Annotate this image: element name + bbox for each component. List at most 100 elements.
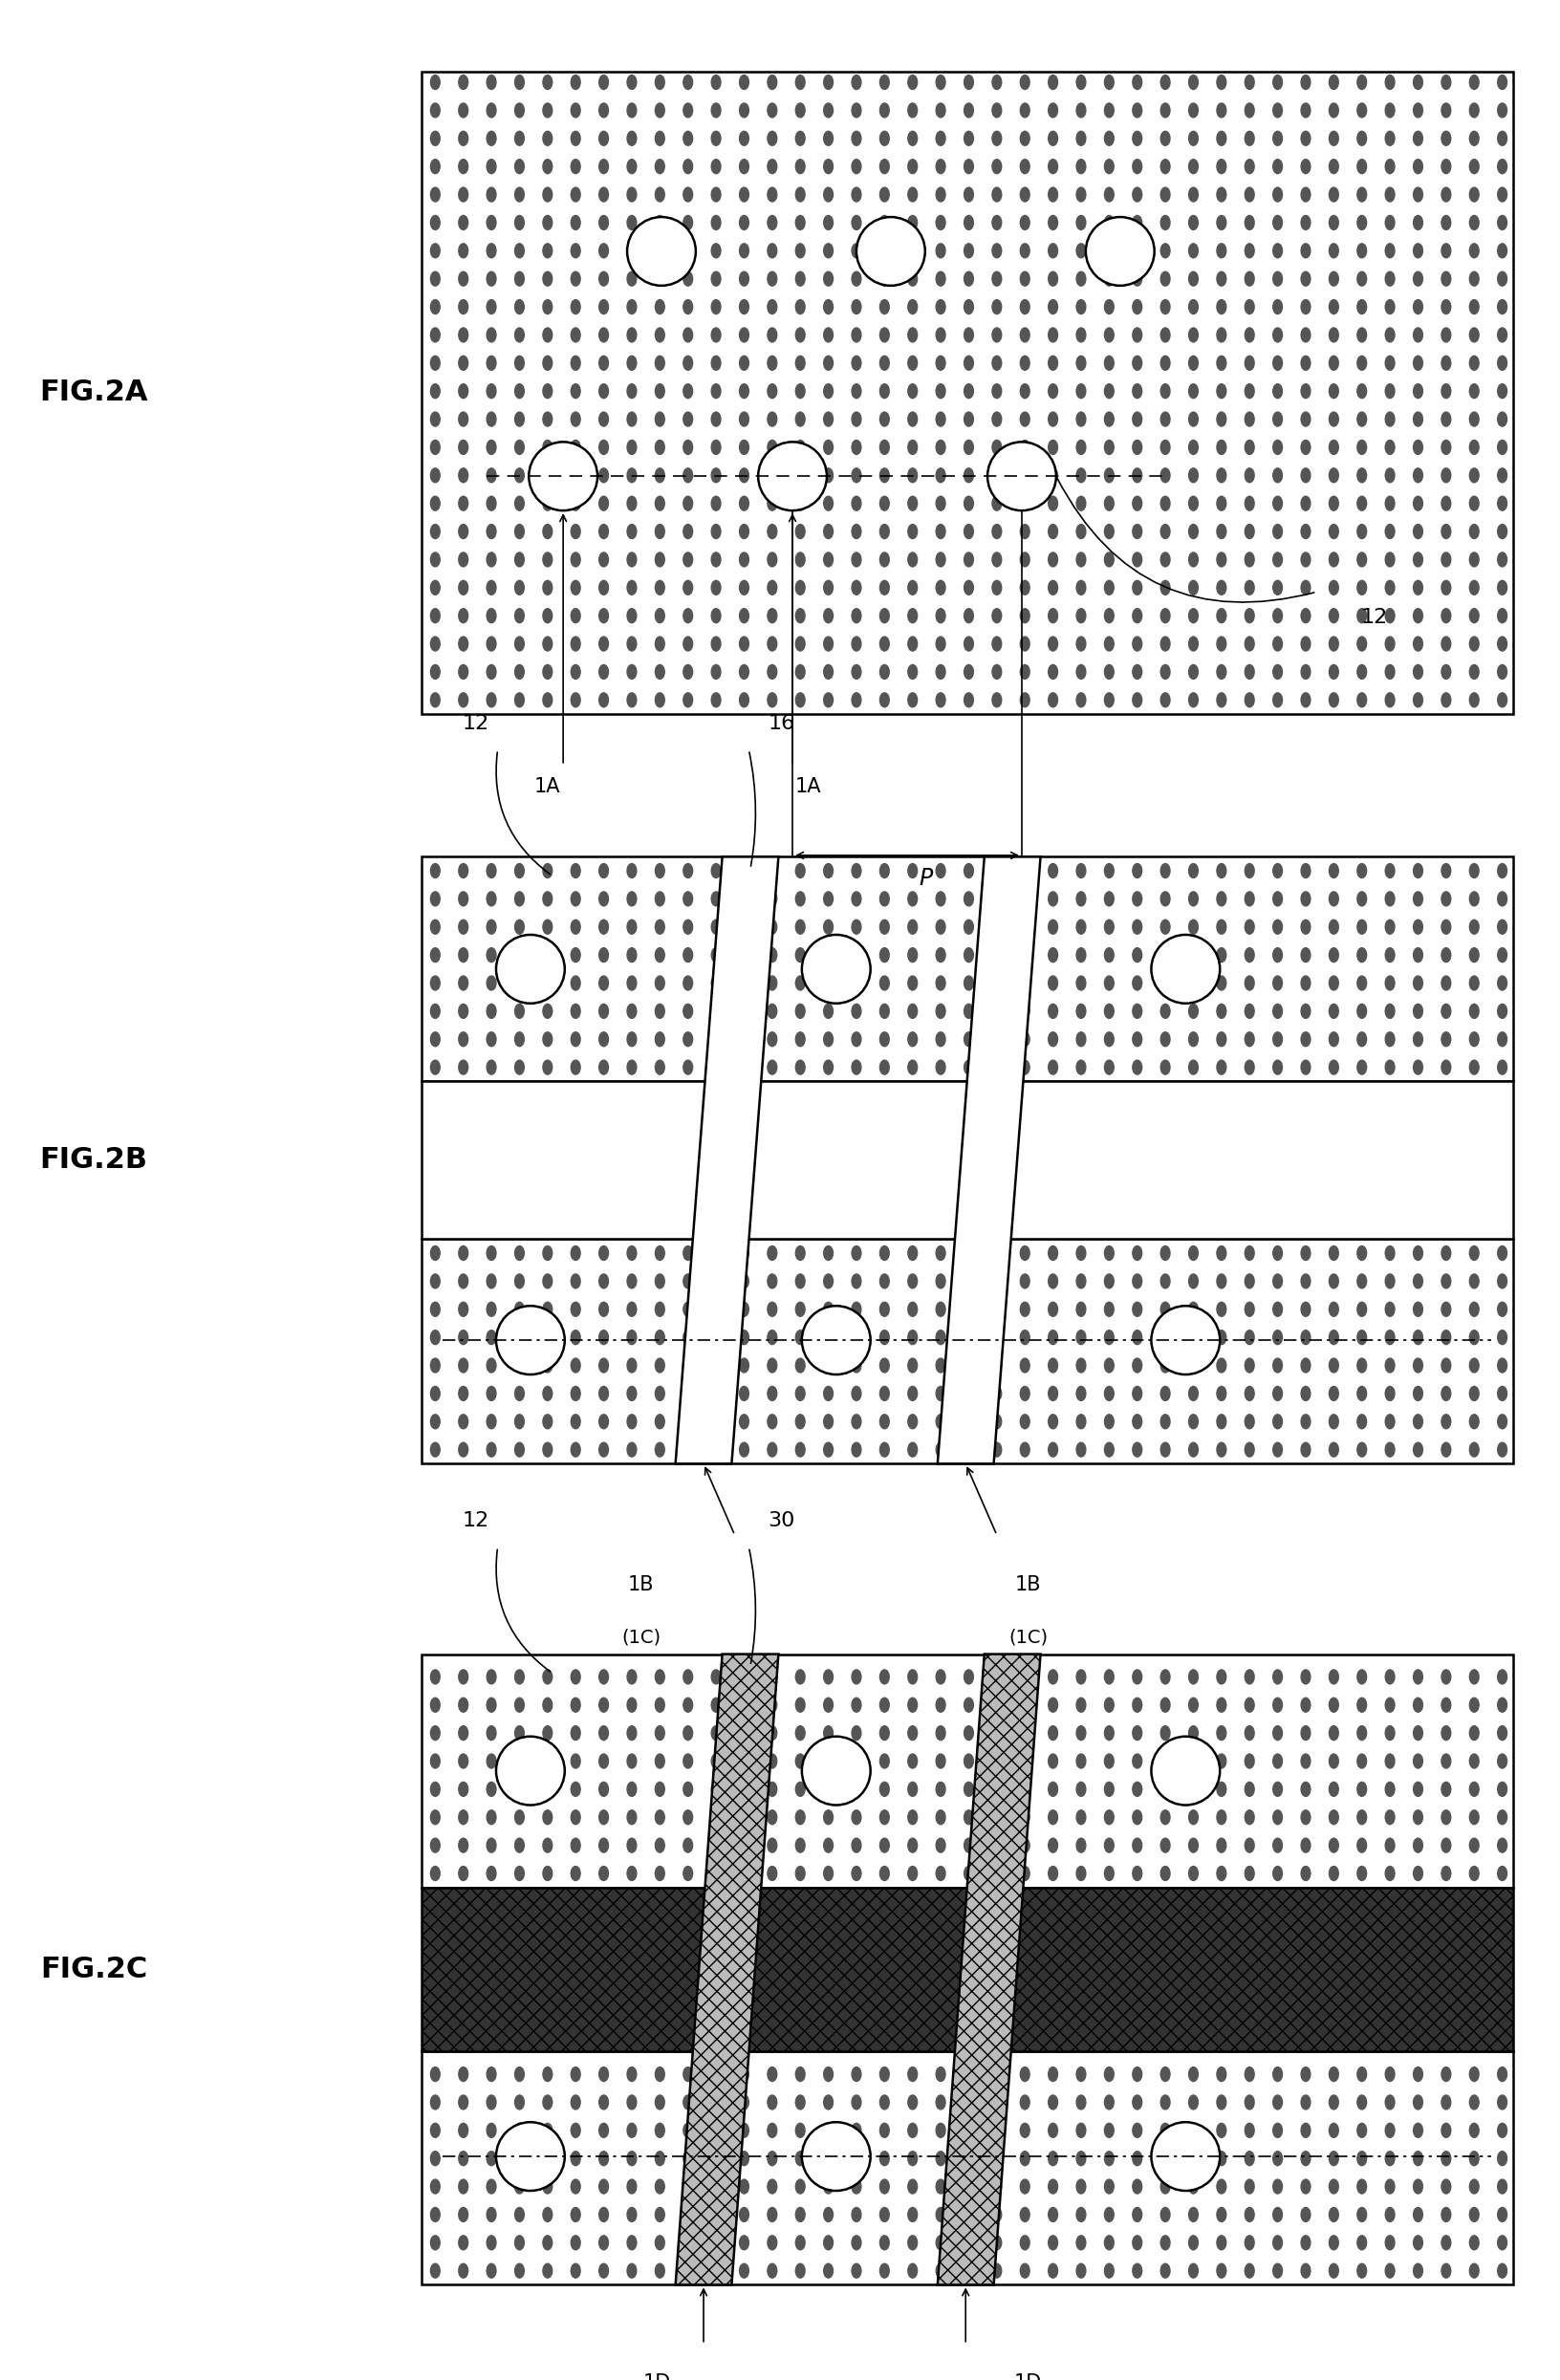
Circle shape [627, 469, 636, 483]
Circle shape [459, 440, 468, 455]
Circle shape [487, 1302, 496, 1316]
Circle shape [964, 664, 973, 678]
Circle shape [1245, 1671, 1254, 1685]
Circle shape [515, 2152, 524, 2166]
Circle shape [543, 1414, 552, 1428]
Circle shape [768, 1302, 777, 1316]
Circle shape [964, 2209, 973, 2223]
Circle shape [543, 412, 552, 426]
Circle shape [1161, 76, 1170, 90]
Circle shape [992, 159, 1002, 174]
Bar [421, 2052, 1513, 2285]
Circle shape [1441, 2123, 1451, 2137]
Circle shape [936, 693, 945, 707]
Circle shape [1020, 1866, 1030, 1880]
Circle shape [824, 1033, 833, 1047]
Circle shape [1245, 188, 1254, 202]
Circle shape [571, 300, 580, 314]
Circle shape [1189, 1330, 1198, 1345]
Circle shape [627, 243, 636, 257]
Circle shape [515, 243, 524, 257]
Circle shape [683, 1697, 693, 1711]
Circle shape [1245, 412, 1254, 426]
Circle shape [1357, 976, 1367, 990]
Circle shape [627, 892, 636, 907]
Circle shape [1273, 76, 1282, 90]
Circle shape [852, 412, 861, 426]
Text: 12: 12 [462, 714, 490, 733]
Circle shape [1048, 1004, 1058, 1019]
Circle shape [1020, 976, 1030, 990]
Circle shape [599, 581, 608, 595]
Circle shape [1189, 1247, 1198, 1261]
Circle shape [1385, 864, 1395, 878]
Circle shape [1470, 357, 1479, 371]
Circle shape [1470, 1697, 1479, 1711]
Circle shape [1385, 2180, 1395, 2194]
Circle shape [1189, 1671, 1198, 1685]
Circle shape [1273, 2068, 1282, 2082]
Circle shape [431, 919, 440, 933]
Circle shape [1470, 1811, 1479, 1825]
Circle shape [908, 1726, 917, 1740]
Circle shape [1245, 1004, 1254, 1019]
Circle shape [431, 1811, 440, 1825]
Circle shape [1048, 2180, 1058, 2194]
Circle shape [992, 328, 1002, 343]
Circle shape [1273, 1059, 1282, 1073]
Circle shape [824, 159, 833, 174]
Circle shape [1385, 1273, 1395, 1288]
Circle shape [936, 497, 945, 512]
Circle shape [1301, 357, 1310, 371]
Circle shape [1020, 328, 1030, 343]
Circle shape [1413, 1442, 1423, 1457]
Circle shape [1301, 2152, 1310, 2166]
Circle shape [1104, 383, 1114, 397]
Circle shape [459, 1866, 468, 1880]
Circle shape [543, 693, 552, 707]
Circle shape [796, 1783, 805, 1797]
Circle shape [1273, 102, 1282, 117]
Circle shape [852, 440, 861, 455]
Circle shape [1301, 2235, 1310, 2249]
Circle shape [1329, 217, 1338, 231]
Circle shape [571, 2068, 580, 2082]
Circle shape [1357, 919, 1367, 933]
Bar [421, 71, 1513, 714]
Circle shape [1498, 188, 1507, 202]
Circle shape [571, 1004, 580, 1019]
Circle shape [1161, 524, 1170, 538]
Circle shape [543, 328, 552, 343]
Circle shape [627, 2152, 636, 2166]
Circle shape [796, 2263, 805, 2278]
Circle shape [768, 1059, 777, 1073]
Circle shape [1273, 2209, 1282, 2223]
Circle shape [908, 2094, 917, 2109]
Circle shape [459, 102, 468, 117]
Circle shape [1189, 412, 1198, 426]
Circle shape [1245, 1442, 1254, 1457]
Circle shape [683, 102, 693, 117]
Circle shape [711, 497, 721, 512]
Circle shape [1357, 2094, 1367, 2109]
Circle shape [1441, 357, 1451, 371]
Circle shape [824, 2123, 833, 2137]
Circle shape [824, 102, 833, 117]
Circle shape [459, 693, 468, 707]
Circle shape [487, 1837, 496, 1852]
Circle shape [655, 188, 665, 202]
Circle shape [459, 1359, 468, 1373]
Text: P: P [919, 866, 933, 890]
Circle shape [739, 552, 749, 566]
Circle shape [824, 1837, 833, 1852]
Circle shape [571, 638, 580, 652]
Circle shape [852, 1754, 861, 1768]
Circle shape [543, 102, 552, 117]
Circle shape [1273, 497, 1282, 512]
Circle shape [1385, 1359, 1395, 1373]
Circle shape [1273, 1754, 1282, 1768]
Circle shape [1441, 76, 1451, 90]
Circle shape [1104, 102, 1114, 117]
Circle shape [936, 412, 945, 426]
Circle shape [1413, 243, 1423, 257]
